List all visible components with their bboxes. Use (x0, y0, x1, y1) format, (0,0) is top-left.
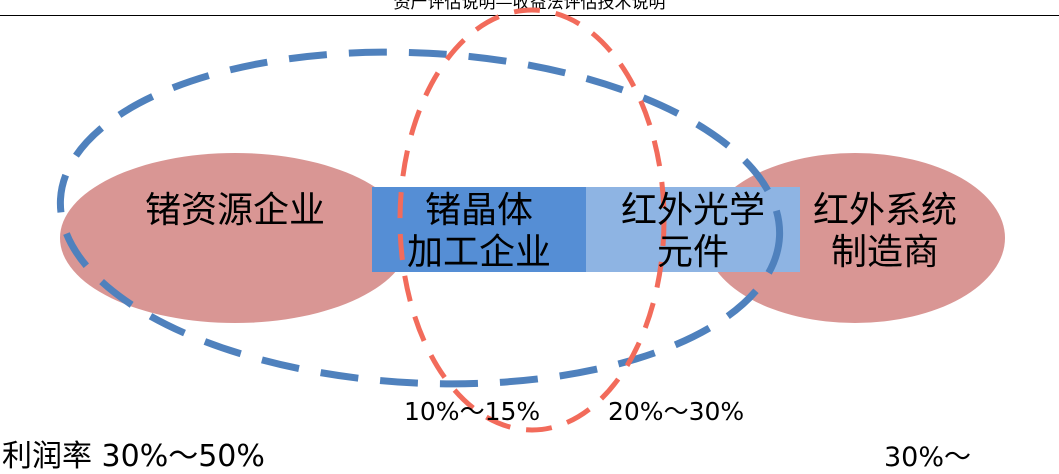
page-header: 资产评估说明—收益法评估技术说明 (393, 0, 666, 13)
optical-margin-label: 20%～30% (608, 397, 745, 426)
resource-margin-label: 利润率 30%～50% (2, 439, 265, 474)
optical-element-label-line1: 红外光学 (620, 190, 765, 231)
optical-element-box (586, 187, 800, 272)
crystal-processing-label-line2: 加工企业 (406, 232, 551, 273)
resource-enterprise-ellipse (60, 153, 410, 323)
system-manufacturer-label-line1: 红外系统 (812, 190, 957, 231)
upstream-blue-dashed-ellipse (56, 48, 784, 388)
crystal-processing-box (372, 187, 586, 272)
optical-element-label-line2: 元件 (656, 232, 729, 273)
crystal-margin-label: 10%～15% (404, 397, 541, 426)
system-margin-label: 30%～ (884, 442, 972, 473)
resource-enterprise-label: 锗资源企业 (144, 190, 325, 231)
header-divider (0, 15, 1059, 16)
system-manufacturer-label-line2: 制造商 (830, 232, 939, 273)
crystal-processing-label-line1: 锗晶体 (424, 190, 533, 231)
midstream-red-dashed-ellipse (397, 7, 667, 433)
